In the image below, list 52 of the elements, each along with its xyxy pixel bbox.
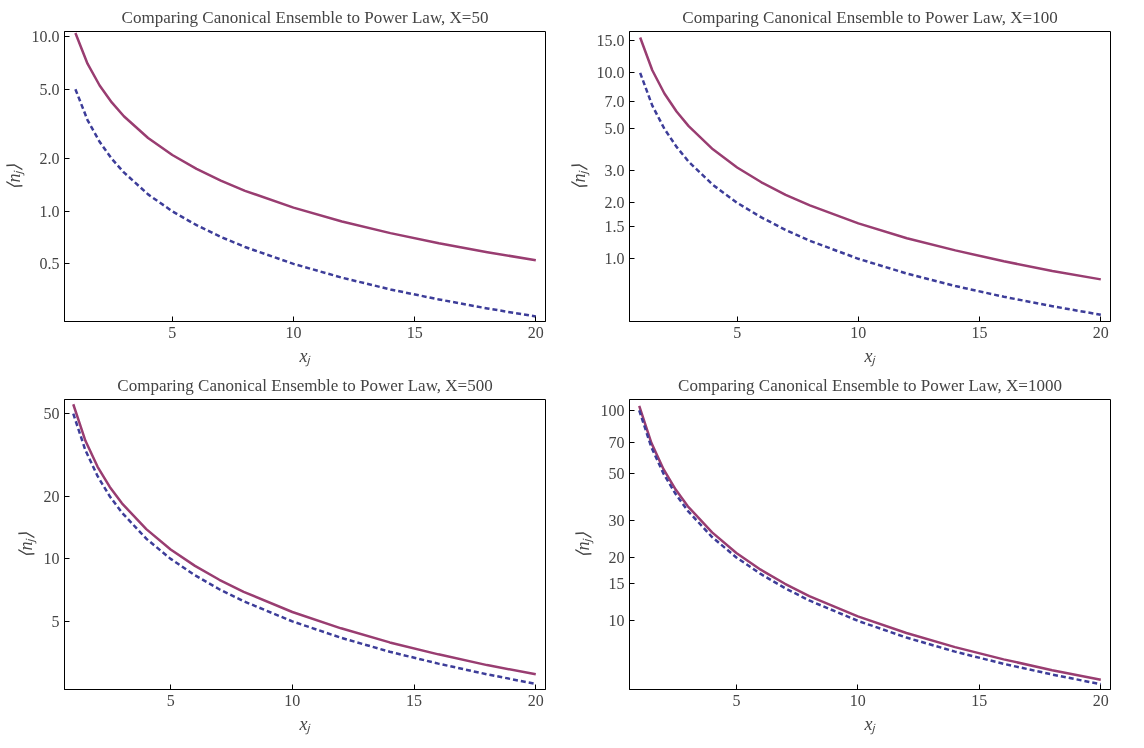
y-tick-label: 10 bbox=[43, 550, 60, 568]
y-tick-label: 1.0 bbox=[604, 250, 625, 268]
y-axis-title: ⟨nⱼ⟩ bbox=[572, 531, 594, 558]
chart-title: Comparing Canonical Ensemble to Power Law, X=500 bbox=[117, 375, 493, 395]
x-tick-label: 5 bbox=[732, 691, 741, 709]
x-tick-label: 15 bbox=[971, 691, 988, 709]
y-tick-label: 30 bbox=[608, 511, 625, 529]
y-tick-label: 2.0 bbox=[604, 194, 625, 212]
x-axis-title: xⱼ bbox=[298, 345, 312, 367]
y-tick-label: 7.0 bbox=[604, 93, 625, 111]
x-axis-title: xⱼ bbox=[863, 713, 877, 735]
y-tick-label: 70 bbox=[608, 434, 625, 452]
y-tick-label: 10.0 bbox=[31, 28, 60, 46]
chart-title: Comparing Canonical Ensemble to Power Law, X=100 bbox=[682, 7, 1058, 27]
y-tick-label: 50 bbox=[43, 405, 60, 423]
x-axis-title: xⱼ bbox=[298, 713, 312, 735]
x-axis-title: xⱼ bbox=[863, 345, 877, 367]
y-tick-label: 2.0 bbox=[39, 150, 60, 168]
x-tick-label: 20 bbox=[527, 691, 544, 709]
y-tick-label: 10.0 bbox=[596, 64, 625, 82]
y-tick-label: 5.0 bbox=[604, 120, 625, 138]
y-tick-label: 3.0 bbox=[604, 161, 625, 179]
y-tick-label: 5.0 bbox=[39, 80, 60, 98]
y-axis-title: ⟨nⱼ⟩ bbox=[15, 531, 37, 558]
x-tick-label: 5 bbox=[168, 323, 177, 341]
x-tick-label: 5 bbox=[166, 691, 175, 709]
y-tick-label: 50 bbox=[608, 465, 625, 483]
x-tick-label: 20 bbox=[1092, 691, 1109, 709]
x-tick-label: 10 bbox=[284, 691, 301, 709]
x-tick-label: 20 bbox=[527, 323, 544, 341]
y-axis-title: ⟨nⱼ⟩ bbox=[568, 163, 590, 190]
y-tick-label: 0.5 bbox=[39, 255, 60, 273]
x-tick-label: 10 bbox=[849, 691, 866, 709]
x-tick-label: 10 bbox=[850, 323, 867, 341]
y-tick-label: 10 bbox=[608, 612, 625, 630]
chart-title: Comparing Canonical Ensemble to Power Law, X=1000 bbox=[678, 375, 1062, 395]
x-tick-label: 15 bbox=[971, 323, 988, 341]
y-tick-label: 15.0 bbox=[596, 31, 625, 49]
y-axis-title: ⟨nⱼ⟩ bbox=[3, 163, 25, 190]
x-tick-label: 10 bbox=[285, 323, 302, 341]
y-tick-label: 15 bbox=[608, 575, 625, 593]
x-tick-label: 15 bbox=[406, 323, 423, 341]
x-tick-label: 5 bbox=[733, 323, 742, 341]
y-tick-label: 20 bbox=[43, 487, 60, 505]
y-tick-label: 1.0 bbox=[39, 202, 60, 220]
x-tick-label: 20 bbox=[1092, 323, 1109, 341]
y-tick-label: 100 bbox=[600, 401, 625, 419]
x-tick-label: 15 bbox=[406, 691, 423, 709]
chart-title: Comparing Canonical Ensemble to Power Law, X=50 bbox=[121, 7, 489, 27]
y-tick-label: 5 bbox=[51, 612, 60, 630]
y-tick-label: 1.5 bbox=[604, 217, 625, 235]
y-tick-label: 20 bbox=[608, 548, 625, 566]
